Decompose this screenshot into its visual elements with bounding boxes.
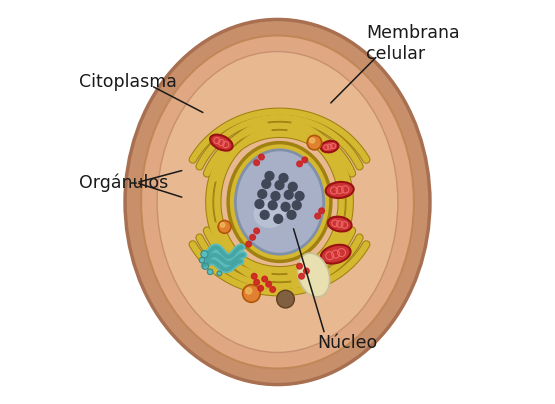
Circle shape <box>274 215 282 223</box>
Ellipse shape <box>157 52 398 352</box>
Circle shape <box>277 290 294 308</box>
Circle shape <box>258 189 266 198</box>
Circle shape <box>259 154 264 160</box>
Circle shape <box>262 179 271 188</box>
Circle shape <box>295 191 304 200</box>
Circle shape <box>275 181 284 189</box>
Ellipse shape <box>297 253 330 297</box>
Circle shape <box>262 276 268 282</box>
Circle shape <box>297 263 302 269</box>
Circle shape <box>270 287 275 292</box>
Circle shape <box>297 161 302 167</box>
Ellipse shape <box>254 200 285 228</box>
Circle shape <box>302 157 307 163</box>
Circle shape <box>220 223 225 227</box>
Circle shape <box>218 221 231 233</box>
Circle shape <box>243 285 260 302</box>
Ellipse shape <box>321 141 339 152</box>
Circle shape <box>254 228 259 234</box>
Circle shape <box>254 160 259 166</box>
Circle shape <box>207 269 213 275</box>
Text: Citoplasma: Citoplasma <box>79 73 177 90</box>
Circle shape <box>307 135 322 150</box>
Circle shape <box>268 201 277 210</box>
Circle shape <box>289 182 297 191</box>
Circle shape <box>255 200 264 208</box>
Ellipse shape <box>235 150 324 254</box>
Circle shape <box>292 201 301 210</box>
Circle shape <box>202 263 209 269</box>
Circle shape <box>271 191 280 200</box>
Ellipse shape <box>328 217 352 231</box>
Circle shape <box>250 234 255 240</box>
Ellipse shape <box>125 19 430 385</box>
Circle shape <box>246 241 251 247</box>
Circle shape <box>254 280 259 285</box>
Circle shape <box>260 210 269 219</box>
Circle shape <box>310 138 315 143</box>
Circle shape <box>246 288 252 294</box>
Circle shape <box>287 210 296 219</box>
Circle shape <box>281 202 290 211</box>
Circle shape <box>299 274 304 279</box>
Ellipse shape <box>141 36 414 368</box>
Ellipse shape <box>228 143 331 261</box>
Circle shape <box>284 190 293 199</box>
Text: Membrana
celular: Membrana celular <box>366 24 460 63</box>
Text: Núcleo: Núcleo <box>317 334 378 352</box>
Circle shape <box>201 250 208 258</box>
Ellipse shape <box>210 135 233 151</box>
Circle shape <box>304 268 309 274</box>
Circle shape <box>315 213 320 219</box>
Circle shape <box>319 208 325 214</box>
Circle shape <box>217 271 222 276</box>
Circle shape <box>258 286 264 291</box>
Circle shape <box>265 172 274 180</box>
Circle shape <box>251 274 257 279</box>
Circle shape <box>199 257 205 263</box>
Ellipse shape <box>321 245 351 263</box>
Circle shape <box>266 282 271 287</box>
Text: Orgánulos: Orgánulos <box>79 173 168 192</box>
Circle shape <box>279 173 288 182</box>
Ellipse shape <box>326 182 354 198</box>
